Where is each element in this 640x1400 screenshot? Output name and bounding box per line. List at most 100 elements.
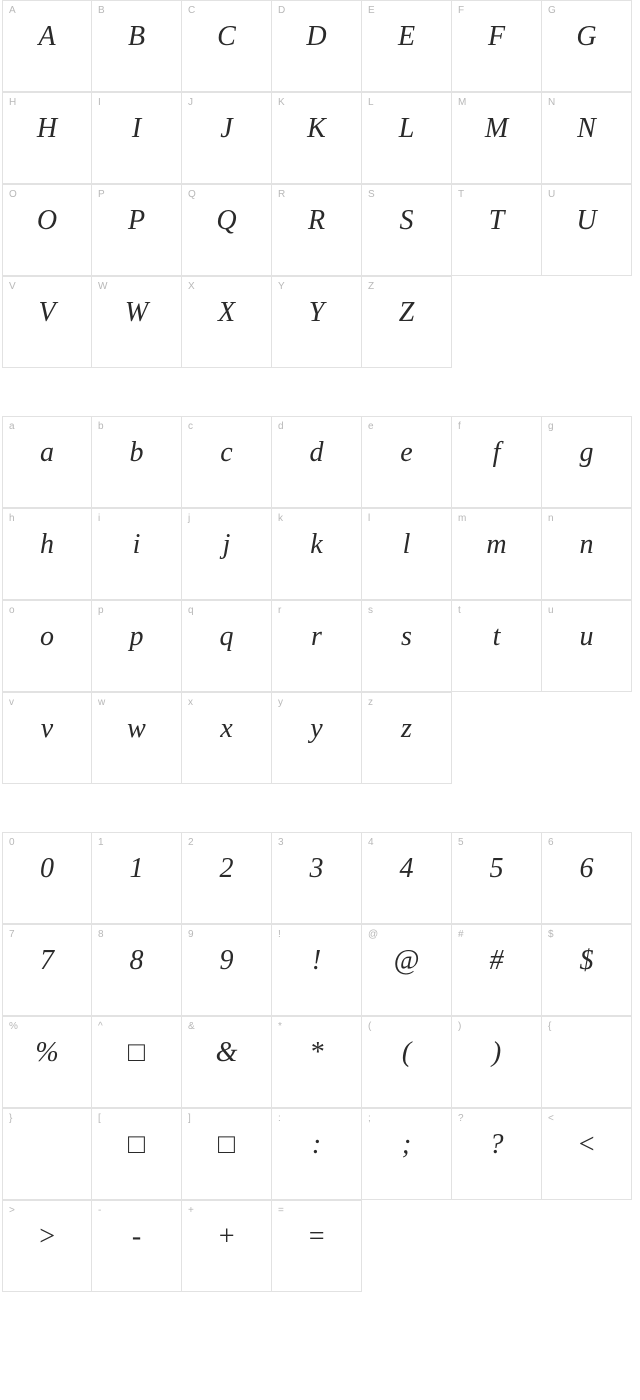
glyph-cell: VV (2, 276, 92, 368)
glyph-cell: LL (362, 92, 452, 184)
cell-glyph: E (362, 21, 451, 53)
glyph-cell: UU (542, 184, 632, 276)
cell-label: 7 (9, 929, 15, 940)
glyph-cell: PP (92, 184, 182, 276)
glyph-cell: && (182, 1016, 272, 1108)
cell-label: 9 (188, 929, 194, 940)
glyph-cell: ?? (452, 1108, 542, 1200)
glyph-cell: AA (2, 0, 92, 92)
glyph-cell: DD (272, 0, 362, 92)
cell-glyph: o (3, 621, 91, 653)
cell-glyph: R (272, 205, 361, 237)
glyph-cell: KK (272, 92, 362, 184)
cell-label: G (548, 5, 556, 16)
cell-glyph: p (92, 621, 181, 653)
glyph-row: ooppqqrrssttuu (2, 600, 638, 692)
cell-label: Z (368, 281, 374, 292)
cell-label: T (458, 189, 464, 200)
glyph-cell: mm (452, 508, 542, 600)
glyph-cell: qq (182, 600, 272, 692)
glyph-row: %%^□&&**(()){ (2, 1016, 638, 1108)
cell-label: B (98, 5, 105, 16)
glyph-cell: WW (92, 276, 182, 368)
charmap-container: AABBCCDDEEFFGGHHIIJJKKLLMMNNOOPPQQRRSSTT… (2, 0, 638, 1292)
glyph-cell: oo (2, 600, 92, 692)
glyph-cell: 00 (2, 832, 92, 924)
cell-glyph: 4 (362, 853, 451, 885)
cell-glyph: s (362, 621, 451, 653)
cell-glyph: n (542, 529, 631, 561)
cell-glyph: l (362, 529, 451, 561)
cell-glyph: W (92, 297, 181, 329)
cell-glyph: T (452, 205, 541, 237)
glyph-cell: SS (362, 184, 452, 276)
cell-label: p (98, 605, 104, 616)
glyph-row: OOPPQQRRSSTTUU (2, 184, 638, 276)
cell-glyph: Q (182, 205, 271, 237)
cell-label: c (188, 421, 193, 432)
cell-glyph: v (3, 713, 91, 745)
glyph-cell: YY (272, 276, 362, 368)
cell-glyph: d (272, 437, 361, 469)
cell-glyph: S (362, 205, 451, 237)
glyph-cell: -- (92, 1200, 182, 1292)
cell-label: ; (368, 1113, 371, 1124)
glyph-cell: RR (272, 184, 362, 276)
cell-glyph: ! (272, 945, 361, 977)
cell-glyph: m (452, 529, 541, 561)
cell-glyph: M (452, 113, 541, 145)
cell-glyph: 5 (452, 853, 541, 885)
cell-label: k (278, 513, 283, 524)
cell-label: + (188, 1205, 194, 1216)
cell-glyph: 8 (92, 945, 181, 977)
cell-label: P (98, 189, 105, 200)
glyph-cell: zz (362, 692, 452, 784)
glyph-cell: )) (452, 1016, 542, 1108)
cell-label: H (9, 97, 16, 108)
cell-glyph: 1 (92, 853, 181, 885)
cell-glyph: e (362, 437, 451, 469)
cell-label: o (9, 605, 15, 616)
cell-glyph: t (452, 621, 541, 653)
glyph-cell: aa (2, 416, 92, 508)
cell-glyph: - (92, 1221, 181, 1253)
glyph-cell: cc (182, 416, 272, 508)
glyph-cell: @@ (362, 924, 452, 1016)
glyph-cell: >> (2, 1200, 92, 1292)
cell-glyph: w (92, 713, 181, 745)
cell-glyph: & (182, 1037, 271, 1069)
cell-glyph: X (182, 297, 271, 329)
grid-lowercase: aabbccddeeffgghhiijjkkllmmnnooppqqrrsstt… (2, 416, 638, 784)
glyph-cell: $$ (542, 924, 632, 1016)
glyph-row: AABBCCDDEEFFGG (2, 0, 638, 92)
glyph-cell: hh (2, 508, 92, 600)
glyph-cell: ZZ (362, 276, 452, 368)
cell-label: t (458, 605, 461, 616)
section-lowercase: aabbccddeeffgghhiijjkkllmmnnooppqqrrsstt… (2, 416, 638, 784)
cell-label: i (98, 513, 100, 524)
glyph-cell: ++ (182, 1200, 272, 1292)
cell-label: : (278, 1113, 281, 1124)
cell-label: w (98, 697, 105, 708)
cell-label: W (98, 281, 107, 292)
glyph-cell: 99 (182, 924, 272, 1016)
cell-glyph: 9 (182, 945, 271, 977)
glyph-cell: ^□ (92, 1016, 182, 1108)
glyph-row: VVWWXXYYZZ (2, 276, 638, 368)
glyph-cell: %% (2, 1016, 92, 1108)
glyph-cell: BB (92, 0, 182, 92)
cell-label: } (9, 1113, 12, 1124)
cell-label: * (278, 1021, 282, 1032)
glyph-cell: bb (92, 416, 182, 508)
cell-label: $ (548, 929, 554, 940)
cell-label: M (458, 97, 466, 108)
cell-glyph: * (272, 1037, 361, 1069)
cell-label: y (278, 697, 283, 708)
cell-label: F (458, 5, 464, 16)
cell-glyph: D (272, 21, 361, 53)
glyph-cell: 22 (182, 832, 272, 924)
section-symbols: 00112233445566778899!!@@##$$%%^□&&**(())… (2, 832, 638, 1292)
glyph-cell: rr (272, 600, 362, 692)
glyph-cell: ]□ (182, 1108, 272, 1200)
glyph-cell: ;; (362, 1108, 452, 1200)
